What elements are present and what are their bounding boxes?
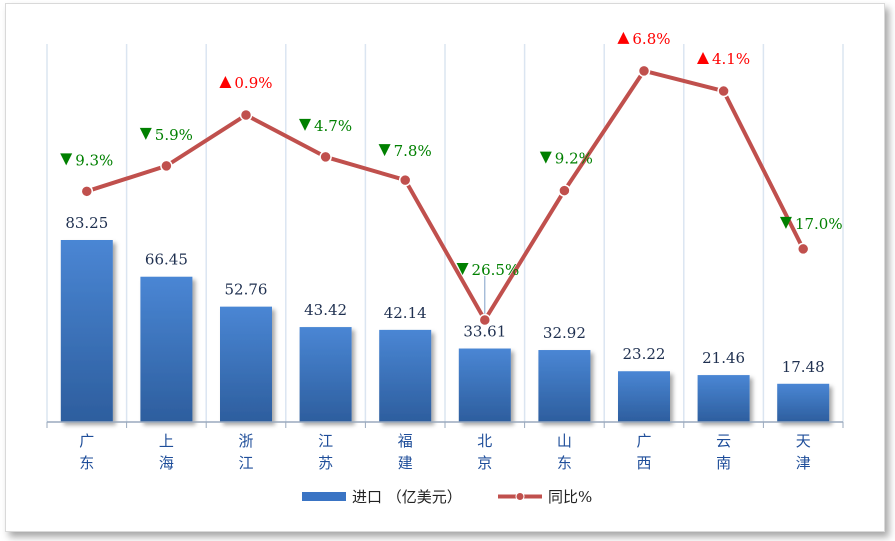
x-tick-label: 津 <box>796 454 811 472</box>
legend: 进口 （亿美元） 同比% <box>302 488 592 506</box>
grid-layer <box>46 44 844 422</box>
bar-value-label: 21.46 <box>702 349 745 367</box>
yoy-value-label: 5.9% <box>155 126 193 144</box>
yoy-label: 9.2% <box>539 150 593 168</box>
line-marker <box>160 159 173 173</box>
yoy-value-label: 4.1% <box>712 50 750 68</box>
x-tick-label: 南 <box>716 454 731 472</box>
line-label-layer: 9.3% 5.9% 0.9% 4.7% 7.8% 26.5% 9.2% 6.8% 4.1% 17.… <box>60 30 843 279</box>
bar <box>379 329 432 422</box>
yoy-value-label: 26.5% <box>472 261 520 279</box>
yoy-label: 6.8% <box>617 30 671 48</box>
up-arrow-icon <box>617 31 630 44</box>
yoy-label: 5.9% <box>139 126 193 144</box>
bar-value-label: 42.14 <box>384 304 427 322</box>
x-tick-label: 云 <box>716 432 731 450</box>
line-marker <box>398 173 412 187</box>
yoy-label: 4.7% <box>299 117 352 135</box>
bar-value-label: 52.76 <box>225 281 268 299</box>
yoy-value-label: 17.0% <box>795 215 843 233</box>
bar <box>697 375 750 422</box>
bar <box>60 240 113 422</box>
x-tick-label: 江 <box>238 454 253 472</box>
bar <box>140 276 193 422</box>
x-tick-label: 广 <box>636 432 651 450</box>
yoy-label: 0.9% <box>219 74 273 92</box>
yoy-value-label: 9.3% <box>75 151 113 169</box>
down-arrow-icon <box>779 216 792 229</box>
bar <box>538 350 591 422</box>
down-arrow-icon <box>539 151 552 164</box>
chart-svg: 83.25 66.45 52.76 43.42 42.14 33.61 32.92 23.22… <box>46 30 844 506</box>
line-marker <box>717 84 730 98</box>
bar <box>458 348 511 422</box>
bar <box>299 327 352 422</box>
x-tick-label: 天 <box>796 432 811 450</box>
x-tick-label: 江 <box>318 432 333 450</box>
bar-value-label: 43.42 <box>304 301 347 319</box>
line-marker <box>796 242 810 256</box>
x-tick-label: 广 <box>79 432 94 450</box>
x-tick-label: 建 <box>398 454 413 472</box>
x-tick-label: 浙 <box>238 432 253 450</box>
chart-card: 83.25 66.45 52.76 43.42 42.14 33.61 32.92 23.22… <box>5 3 885 532</box>
down-arrow-icon <box>60 153 73 166</box>
bar-label-layer: 83.25 66.45 52.76 43.42 42.14 33.61 32.92 23.22… <box>65 214 824 376</box>
x-tick-label: 山 <box>557 432 572 450</box>
down-arrow-icon <box>139 127 152 140</box>
yoy-label: 17.0% <box>779 215 843 233</box>
bar-value-label: 32.92 <box>543 324 586 342</box>
down-arrow-icon <box>378 144 391 157</box>
x-tick-label: 福 <box>398 432 413 450</box>
bar-value-label: 83.25 <box>65 214 108 232</box>
bar <box>777 383 830 422</box>
legend-line-label: 同比% <box>548 488 592 506</box>
line-marker <box>80 185 94 198</box>
yoy-value-label: 4.7% <box>314 117 352 135</box>
bar <box>220 306 272 422</box>
yoy-value-label: 0.9% <box>234 74 272 92</box>
line-marker <box>558 184 571 197</box>
bar-value-label: 17.48 <box>782 358 825 376</box>
bar-value-label: 33.61 <box>463 323 506 341</box>
x-tick-label: 东 <box>557 454 572 472</box>
x-tick-label: 上 <box>159 432 174 450</box>
down-arrow-icon <box>299 118 311 131</box>
x-tick-label: 西 <box>636 454 651 472</box>
legend-bar-swatch <box>302 492 346 501</box>
yoy-label: 9.3% <box>60 151 113 169</box>
yoy-label: 7.8% <box>378 142 432 160</box>
line-marker <box>637 64 651 78</box>
x-tick-label: 海 <box>159 454 174 472</box>
yoy-value-label: 6.8% <box>632 30 670 48</box>
legend-line-marker <box>515 492 525 501</box>
up-arrow-icon <box>697 52 709 65</box>
x-tick-label: 苏 <box>318 454 333 472</box>
x-tick-label: 京 <box>477 454 492 472</box>
bar-layer <box>60 240 830 422</box>
bar-value-label: 66.45 <box>145 251 188 269</box>
legend-bar-label: 进口 （亿美元） <box>352 488 462 506</box>
line-marker <box>478 313 492 327</box>
bar <box>618 371 670 422</box>
up-arrow-icon <box>219 76 232 88</box>
x-tick-label: 东 <box>79 454 94 472</box>
x-tick-label: 北 <box>477 432 492 450</box>
yoy-label: 4.1% <box>697 50 750 68</box>
down-arrow-icon <box>456 263 469 275</box>
line-marker <box>319 150 332 164</box>
line-layer <box>80 64 810 327</box>
line-series-path <box>86 68 805 322</box>
bar-value-label: 23.22 <box>623 345 666 363</box>
line-marker <box>239 108 253 122</box>
yoy-value-label: 9.2% <box>555 150 593 168</box>
yoy-value-label: 7.8% <box>394 142 432 160</box>
yoy-label: 26.5% <box>456 261 520 279</box>
